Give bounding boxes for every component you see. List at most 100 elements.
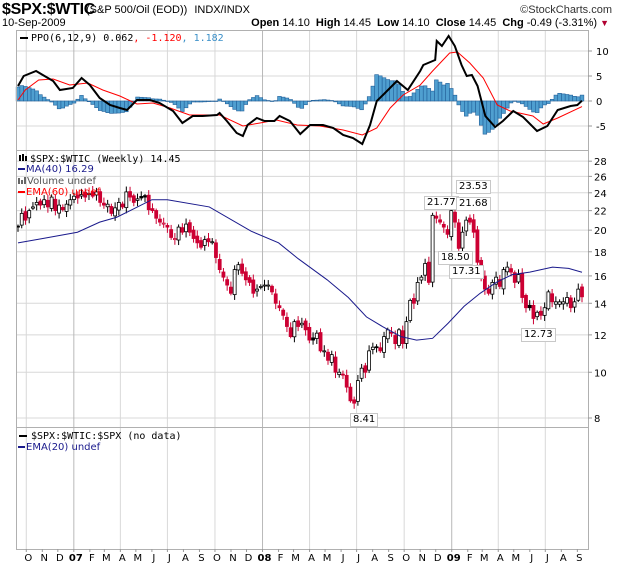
histogram-bar (475, 100, 480, 116)
histogram-bar (266, 100, 271, 102)
x-tick-label: O (24, 553, 32, 564)
candle (318, 328, 323, 353)
candle (202, 235, 207, 251)
candle (299, 317, 304, 329)
candle-body (471, 219, 476, 233)
histogram-bar (508, 100, 514, 104)
candle-body (486, 288, 491, 294)
candle-body (23, 211, 28, 221)
candle (251, 274, 256, 298)
histogram-bar (34, 90, 39, 102)
histogram-bar (467, 100, 473, 114)
ema-legend-swatch (18, 191, 25, 193)
candle-body (94, 191, 99, 196)
candle-body (408, 299, 413, 321)
candle (98, 188, 103, 207)
candle (550, 288, 555, 308)
candle (240, 258, 245, 277)
candle-body (453, 211, 457, 223)
candle-body (266, 284, 271, 287)
brand-logo[interactable]: ©StockCharts.com (520, 4, 612, 16)
candle-body (72, 195, 76, 200)
candle-body (68, 199, 73, 206)
annotation-high: 23.53 (456, 180, 491, 194)
symbol-description: (S&P 500/Oil (EOD)) INDX/INDX (86, 4, 254, 16)
price-y-tick-label: 20 (594, 226, 607, 237)
histogram-bar (120, 100, 125, 113)
candle (344, 369, 349, 393)
histogram-bar (546, 100, 551, 104)
candle-body (303, 320, 308, 331)
histogram-bar (400, 91, 405, 102)
candle-body (512, 272, 517, 283)
volume-bars-icon (18, 177, 26, 184)
candle-body (202, 239, 207, 246)
candle (79, 188, 84, 199)
x-tick-label: M (480, 553, 489, 564)
price-y-tick-label: 22 (594, 207, 607, 218)
histogram-bar (553, 94, 559, 102)
histogram-bar (277, 96, 282, 102)
x-tick-label: F (278, 553, 284, 564)
candle-body (225, 279, 230, 286)
x-tick-label: J (545, 553, 549, 564)
candle (397, 328, 401, 349)
histogram-bar (557, 93, 562, 102)
candle (27, 208, 32, 224)
candlestick-icon (19, 154, 27, 161)
candle-body (329, 354, 334, 363)
histogram-bar (351, 100, 357, 108)
candle-body (539, 310, 543, 316)
candle-body (273, 293, 278, 304)
candle-body (64, 203, 69, 212)
candle-body (378, 347, 383, 352)
histogram-bar (251, 97, 256, 102)
candle-body (412, 298, 416, 304)
candle-body (535, 311, 540, 318)
x-tick-label: F (89, 553, 95, 564)
price-y-tick-label: 16 (594, 272, 607, 283)
candle (172, 233, 177, 245)
histogram-bar (258, 97, 263, 102)
histogram-bar (187, 100, 192, 105)
candle-body (229, 286, 233, 294)
candle-body (150, 208, 155, 212)
candle-body (169, 229, 174, 238)
histogram-bar (254, 95, 260, 102)
x-tick-label: 08 (258, 553, 272, 564)
candle-body (460, 231, 465, 249)
candle-body (176, 226, 181, 241)
candle (307, 322, 312, 344)
candle (505, 261, 510, 276)
candle-body (516, 274, 521, 283)
candle-body (113, 207, 118, 217)
candle-body (49, 196, 54, 209)
candle-body (258, 286, 263, 288)
candle (352, 396, 357, 409)
candle (370, 342, 375, 355)
candle (333, 351, 338, 379)
candle (31, 202, 35, 210)
candle (539, 306, 543, 320)
candle-body (524, 294, 528, 309)
candle (412, 293, 416, 309)
symbol-title: $SPX:$WTIC (2, 1, 96, 18)
candle-body (475, 229, 480, 263)
histogram-bar (303, 100, 308, 106)
candle-body (385, 329, 390, 340)
histogram-bar (161, 99, 166, 102)
histogram-bar (370, 85, 376, 102)
candle (214, 239, 218, 264)
candle (232, 265, 237, 300)
histogram-bar (404, 96, 409, 102)
candle-body (494, 276, 498, 285)
candle (229, 281, 233, 296)
candle (292, 319, 297, 343)
histogram-bar (381, 77, 387, 102)
histogram-bar (497, 100, 502, 119)
histogram-bar (337, 100, 342, 105)
histogram-bar (348, 100, 353, 107)
histogram-bar (415, 89, 420, 102)
price-y-tick-label: 18 (594, 248, 607, 259)
candle (419, 274, 424, 284)
